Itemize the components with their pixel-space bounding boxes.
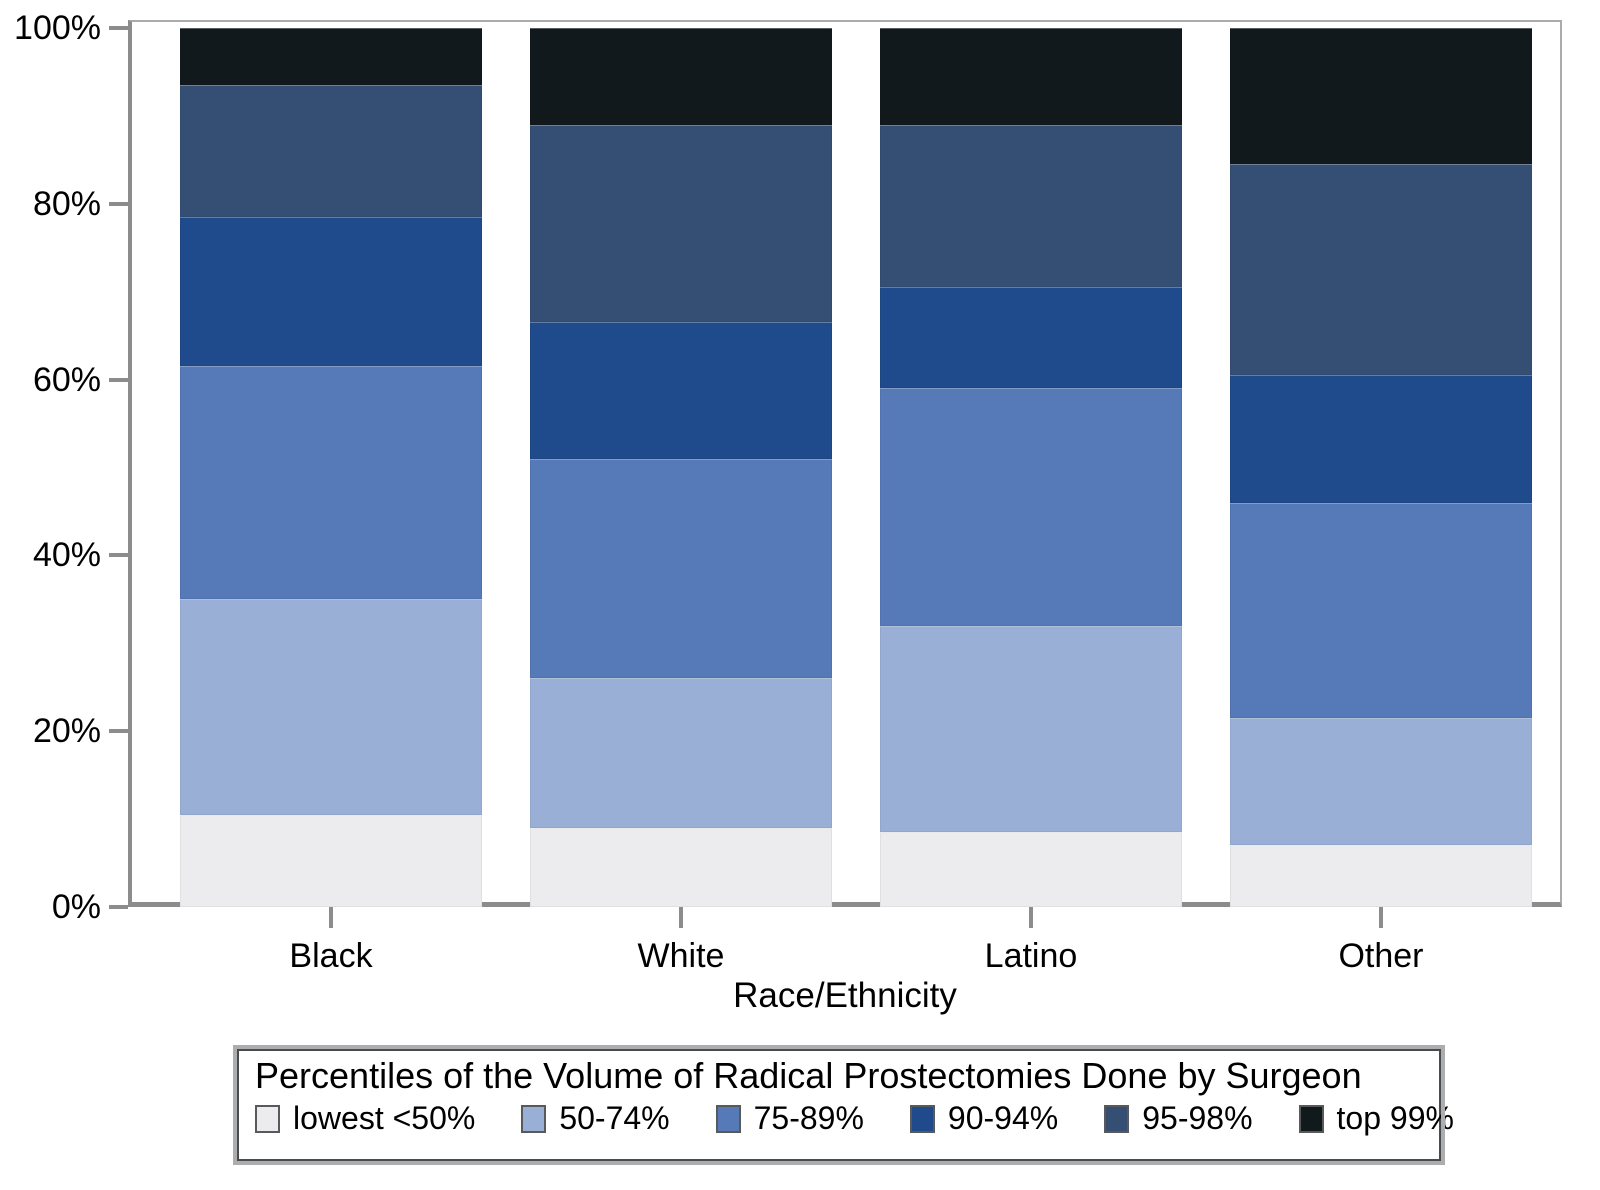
legend-item-label: 75-89% [753,1100,864,1136]
bar-segment [180,28,482,86]
legend-swatch [909,1104,935,1133]
y-axis-tick [109,201,128,206]
legend: Percentiles of the Volume of Radical Pro… [233,1045,1454,1165]
bar-segment [180,366,482,600]
legend-swatch [521,1104,547,1133]
legend-items: lowest <50% 50-74% 75-89% 90-94% 95-98% top 9… [255,1100,1454,1137]
legend-item-label: lowest <50% [293,1100,476,1136]
bar-segment [880,124,1182,288]
x-axis-tick [1379,907,1383,928]
bar-segment [530,458,832,679]
legend-item-label: 90-94% [947,1100,1059,1136]
bar-segment [880,625,1182,833]
bar-segment [1230,718,1532,846]
bar-segment [180,599,482,815]
bar-other [1230,28,1532,907]
bar-black [180,28,482,907]
y-axis-tick [109,26,128,30]
bar-segment [1230,502,1532,719]
bar-segment [180,217,482,367]
bar-segment [530,678,832,828]
y-axis-tick [109,377,128,382]
y-axis-tick-label: 40% [32,536,101,575]
bar-segment [880,28,1182,125]
bar-segment [180,85,482,218]
bar-segment [530,827,832,907]
y-axis-tick-label: 100% [14,9,101,47]
legend-item: 95-98% [1104,1100,1253,1137]
bar-segment [880,388,1182,626]
x-axis-tick [679,907,683,928]
legend-item: 50-74% [521,1100,670,1137]
bar-segment [880,287,1182,389]
y-axis-tick [109,729,128,734]
x-axis-category-label: White [637,937,725,975]
bar-segment [1230,845,1532,907]
y-axis-tick-label: 20% [32,712,101,751]
legend-item-label: 50-74% [559,1100,670,1136]
legend-item: top 99% [1298,1100,1454,1137]
bar-segment [180,814,482,907]
bar-segment [1230,375,1532,503]
legend-item: lowest <50% [255,1100,475,1137]
legend-title: Percentiles of the Volume of Radical Pro… [255,1055,1362,1096]
bar-segment [1230,28,1532,165]
x-axis-title: Race/Ethnicity [733,976,957,1015]
y-axis-tick-label: 0% [51,888,101,926]
y-axis-tick-label: 80% [32,184,101,223]
legend-swatch [1298,1104,1324,1133]
bar-latino [880,28,1182,907]
y-axis-tick [109,553,128,558]
legend-item-label: top 99% [1336,1100,1454,1136]
legend-item: 90-94% [909,1100,1059,1137]
x-axis-category-label: Latino [984,937,1078,975]
x-axis-tick [329,907,333,928]
x-axis-category-label: Other [1338,937,1424,975]
x-axis-category-label: Black [289,937,373,975]
legend-item-label: 95-98% [1142,1100,1253,1136]
bar-segment [1230,164,1532,376]
bar-white [530,28,832,907]
legend-item: 75-89% [715,1100,864,1137]
y-axis-tick [109,905,128,909]
bar-segment [880,832,1182,907]
x-axis-tick [1029,907,1033,928]
bar-segment [530,124,832,323]
bar-segment [530,28,832,125]
legend-swatch [715,1104,741,1133]
legend-swatch [1104,1104,1130,1133]
legend-swatch [255,1104,280,1133]
y-axis-tick-label: 60% [32,360,101,399]
bar-segment [530,322,832,459]
